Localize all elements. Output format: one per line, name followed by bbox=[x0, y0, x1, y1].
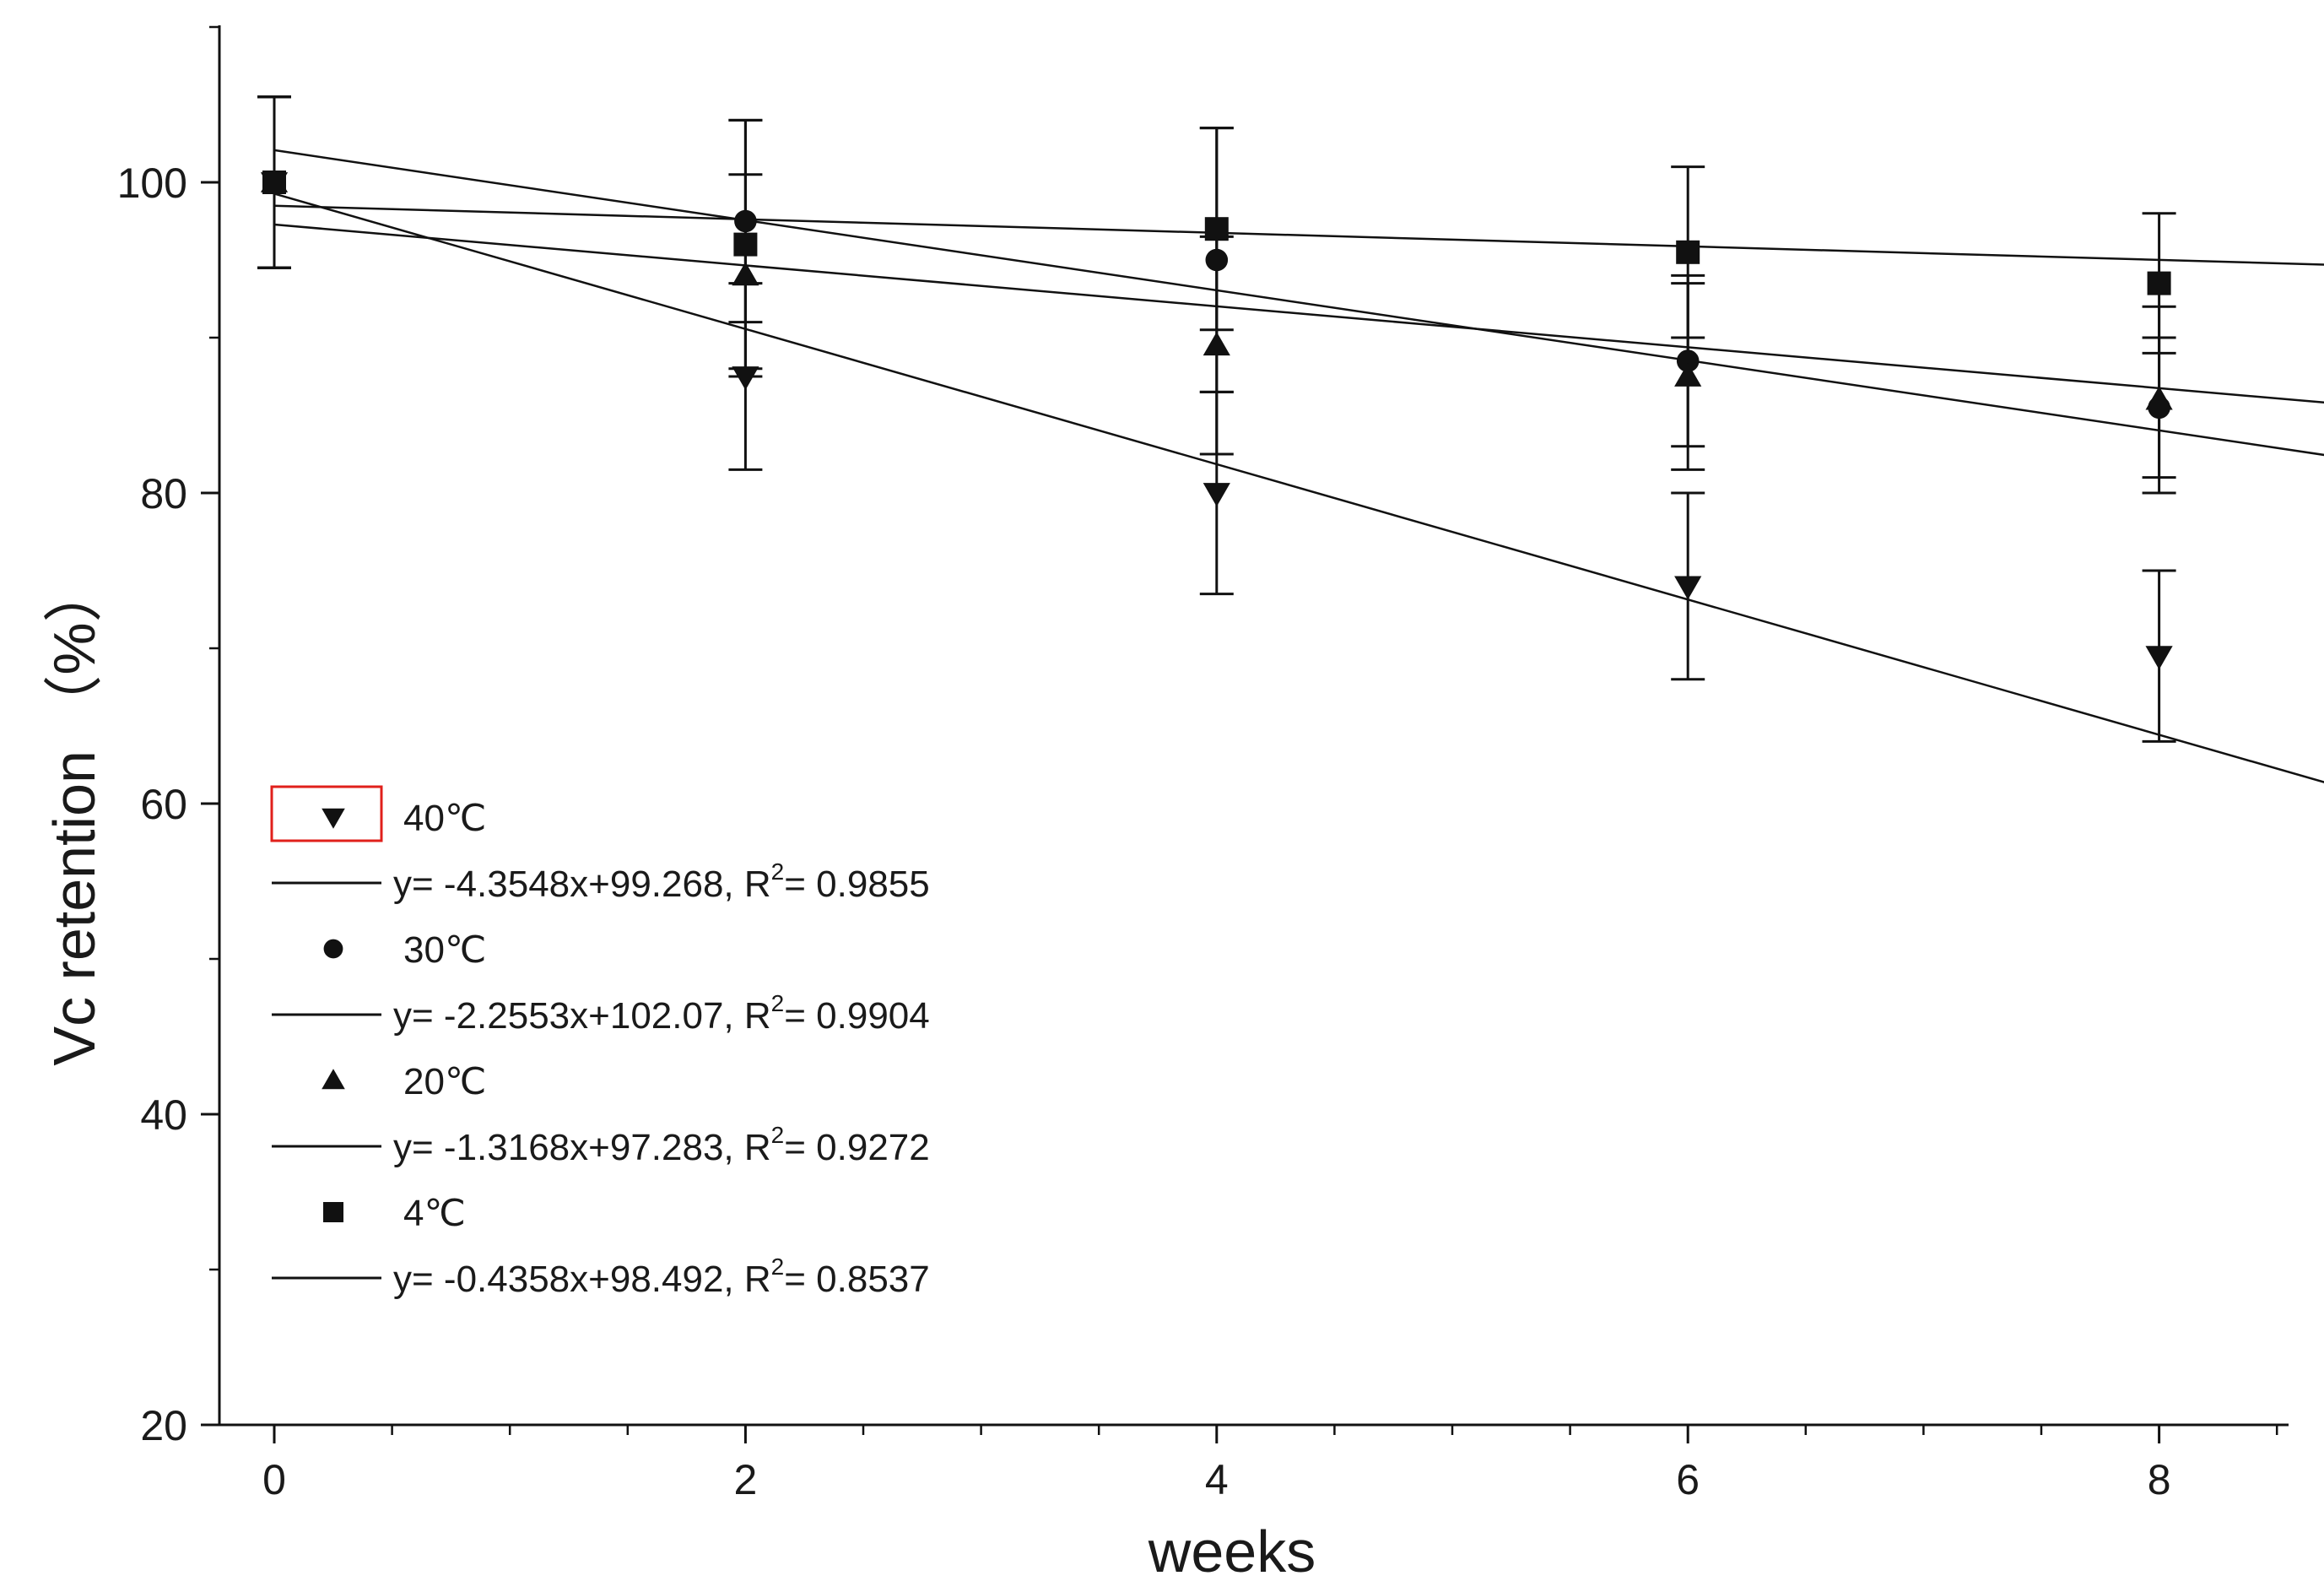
y-tick-label: 40 bbox=[140, 1091, 187, 1139]
vc-retention-chart: 024681012141620406080100 40℃y= -4.3548x+… bbox=[0, 0, 2324, 1592]
legend-fit-equation: y= -4.3548x+99.268, R2= 0.9855 bbox=[393, 858, 930, 905]
data-point-square bbox=[2148, 272, 2171, 295]
legend: 40℃ y= -4.3548x+99.268, R2= 0.9855 30℃ y= -… bbox=[272, 787, 930, 1300]
fit-line-20℃ bbox=[274, 225, 2324, 552]
fit-lines bbox=[274, 150, 2324, 1276]
legend-fit-equation: y= -1.3168x+97.283, R2= 0.9272 bbox=[393, 1122, 930, 1168]
x-tick-label: 0 bbox=[262, 1456, 286, 1503]
legend-marker-triangle-down bbox=[322, 809, 345, 829]
y-tick-label: 60 bbox=[140, 781, 187, 828]
data-point-triangle-down bbox=[732, 366, 759, 390]
legend-label: 30℃ bbox=[403, 929, 486, 971]
y-axis-title: Vc retention （%） bbox=[41, 563, 107, 1065]
legend-label: 40℃ bbox=[403, 798, 486, 839]
legend-fit-equation: y= -2.2553x+102.07, R2= 0.9904 bbox=[393, 990, 930, 1037]
legend-marker-circle bbox=[324, 939, 343, 959]
data-markers bbox=[261, 169, 2324, 1283]
y-tick-label: 80 bbox=[140, 470, 187, 517]
data-point-square bbox=[1205, 217, 1229, 241]
data-point-circle bbox=[734, 210, 757, 233]
x-tick-label: 8 bbox=[2148, 1456, 2171, 1503]
x-tick-label: 4 bbox=[1205, 1456, 1229, 1503]
y-tick-label: 20 bbox=[140, 1402, 187, 1449]
legend-marker-triangle-up bbox=[322, 1069, 345, 1089]
data-point-triangle-down bbox=[2146, 646, 2173, 669]
fit-line-40℃ bbox=[274, 193, 2324, 1275]
y-tick-label: 100 bbox=[117, 160, 187, 207]
x-tick-label: 6 bbox=[1676, 1456, 1700, 1503]
data-point-triangle-up bbox=[1203, 332, 1230, 355]
fit-line-4℃ bbox=[274, 206, 2324, 314]
legend-label: 4℃ bbox=[403, 1193, 466, 1234]
x-axis-title: weeks bbox=[1148, 1519, 1316, 1584]
data-point-triangle-down bbox=[1203, 483, 1230, 506]
data-point-square bbox=[733, 233, 757, 257]
legend-label: 20℃ bbox=[403, 1061, 486, 1102]
data-point-circle bbox=[1206, 249, 1229, 272]
data-point-square bbox=[262, 171, 286, 194]
data-point-square bbox=[1676, 241, 1700, 264]
legend-fit-equation: y= -0.4358x+98.492, R2= 0.8537 bbox=[393, 1254, 930, 1300]
x-tick-label: 2 bbox=[733, 1456, 757, 1503]
legend-marker-square bbox=[323, 1202, 343, 1222]
